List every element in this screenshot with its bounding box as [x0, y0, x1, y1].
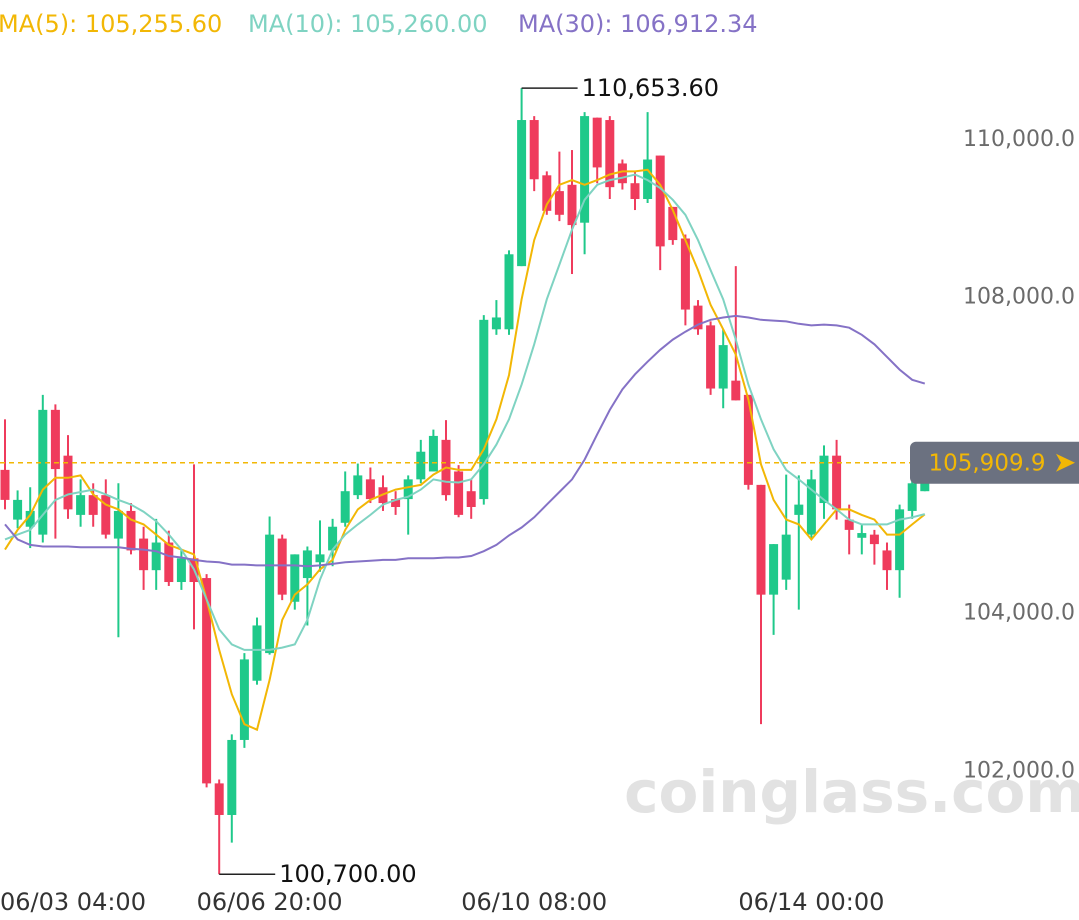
current-price-box	[910, 441, 1079, 484]
candle-body	[113, 510, 123, 539]
candle-body	[0, 469, 10, 500]
candle-body	[328, 526, 338, 551]
ma-line	[4, 314, 926, 568]
candle-body	[844, 519, 854, 530]
candle-body	[365, 479, 375, 500]
candle-body	[202, 578, 212, 784]
candle-body	[693, 305, 703, 330]
candle-body	[491, 317, 501, 330]
candle-body	[277, 538, 287, 595]
y-tick-label: 108,000.0	[963, 285, 1075, 310]
candle-body	[895, 509, 905, 571]
candle-body	[857, 533, 867, 538]
candle-body	[617, 163, 627, 184]
current-price-label: 105,909.9	[928, 450, 1045, 476]
candle-body	[605, 120, 615, 188]
candle-body	[164, 542, 174, 583]
candle-body	[806, 479, 816, 535]
legend-entry: MA(5)105,255.60	[0, 10, 222, 38]
candle-body	[580, 116, 590, 223]
candle-body	[680, 238, 690, 310]
candle-body	[529, 120, 539, 180]
candle-body	[567, 184, 577, 226]
legend-name: MA(5)	[0, 10, 85, 38]
candle-body	[819, 455, 829, 504]
legend-value: 106,912.34	[620, 10, 758, 38]
candle-body	[63, 455, 73, 510]
legend-name: MA(10)	[248, 10, 350, 38]
candle-body	[454, 471, 464, 515]
candle-body	[403, 479, 413, 500]
candle-body	[25, 510, 35, 527]
candle-body	[428, 435, 438, 472]
candle-body	[151, 542, 161, 571]
legend-name: MA(30)	[518, 10, 620, 38]
candle-body	[706, 325, 716, 389]
y-tick-label: 102,000.0	[963, 759, 1075, 784]
annotation-label: 100,700.00	[279, 860, 416, 888]
candle-body	[239, 659, 249, 740]
candle-body	[227, 739, 237, 815]
candle-body	[630, 183, 640, 200]
watermark: coinglass.com	[624, 758, 1079, 826]
ma-line	[4, 173, 926, 651]
candle-body	[554, 191, 564, 215]
x-tick-label: 06/06 20:00	[197, 888, 343, 916]
candle-body	[302, 550, 312, 579]
ma-line	[4, 168, 926, 732]
x-tick-label: 06/10 08:00	[461, 888, 607, 916]
candle-body	[794, 504, 804, 515]
y-tick-label: 110,000.0	[963, 127, 1075, 152]
candle-body	[126, 510, 136, 551]
candle-body	[265, 534, 275, 654]
candle-body	[391, 499, 401, 507]
candle-body	[718, 345, 728, 389]
candle-body	[252, 625, 262, 681]
candle-body	[38, 409, 48, 535]
candle-body	[542, 175, 552, 211]
candle-body	[756, 484, 766, 595]
candle-body	[832, 455, 842, 510]
legend-value: 105,255.60	[84, 10, 223, 38]
candle-body	[176, 558, 186, 583]
candle-body	[504, 254, 514, 330]
candle-body	[139, 538, 149, 571]
candle-body	[353, 475, 363, 496]
candle-body	[769, 544, 779, 595]
candle-body	[76, 495, 86, 515]
candle-body	[907, 483, 917, 511]
legend-entry: MA(10)105,260.00	[248, 10, 488, 38]
candle-body	[466, 491, 476, 507]
candle-body	[517, 120, 527, 267]
candle-body	[88, 495, 98, 515]
candle-body	[882, 550, 892, 571]
y-tick-label: 104,000.0	[963, 601, 1075, 626]
candle-body	[340, 491, 350, 523]
candle-body	[214, 783, 224, 815]
candle-body	[592, 117, 602, 168]
candle-body	[781, 534, 791, 580]
legend-entry: MA(30)106,912.34	[518, 10, 758, 38]
candle-body	[655, 155, 665, 247]
candle-body	[101, 495, 111, 535]
candle-body	[315, 554, 325, 563]
candle-body	[290, 554, 300, 602]
candle-body	[743, 394, 753, 485]
candle-body	[869, 534, 879, 545]
candle-body	[50, 409, 60, 470]
annotation-label: 110,653.60	[582, 74, 719, 102]
legend-value: 105,260.00	[350, 10, 488, 38]
x-tick-label: 06/14 00:00	[738, 888, 884, 916]
candle-body	[479, 319, 489, 500]
candle-body	[416, 451, 426, 480]
candle-body	[13, 499, 23, 520]
candle-body	[731, 380, 741, 401]
x-tick-label: 06/03 04:00	[0, 888, 146, 916]
current-price-arrow	[1056, 453, 1075, 472]
candle-body	[668, 206, 678, 241]
